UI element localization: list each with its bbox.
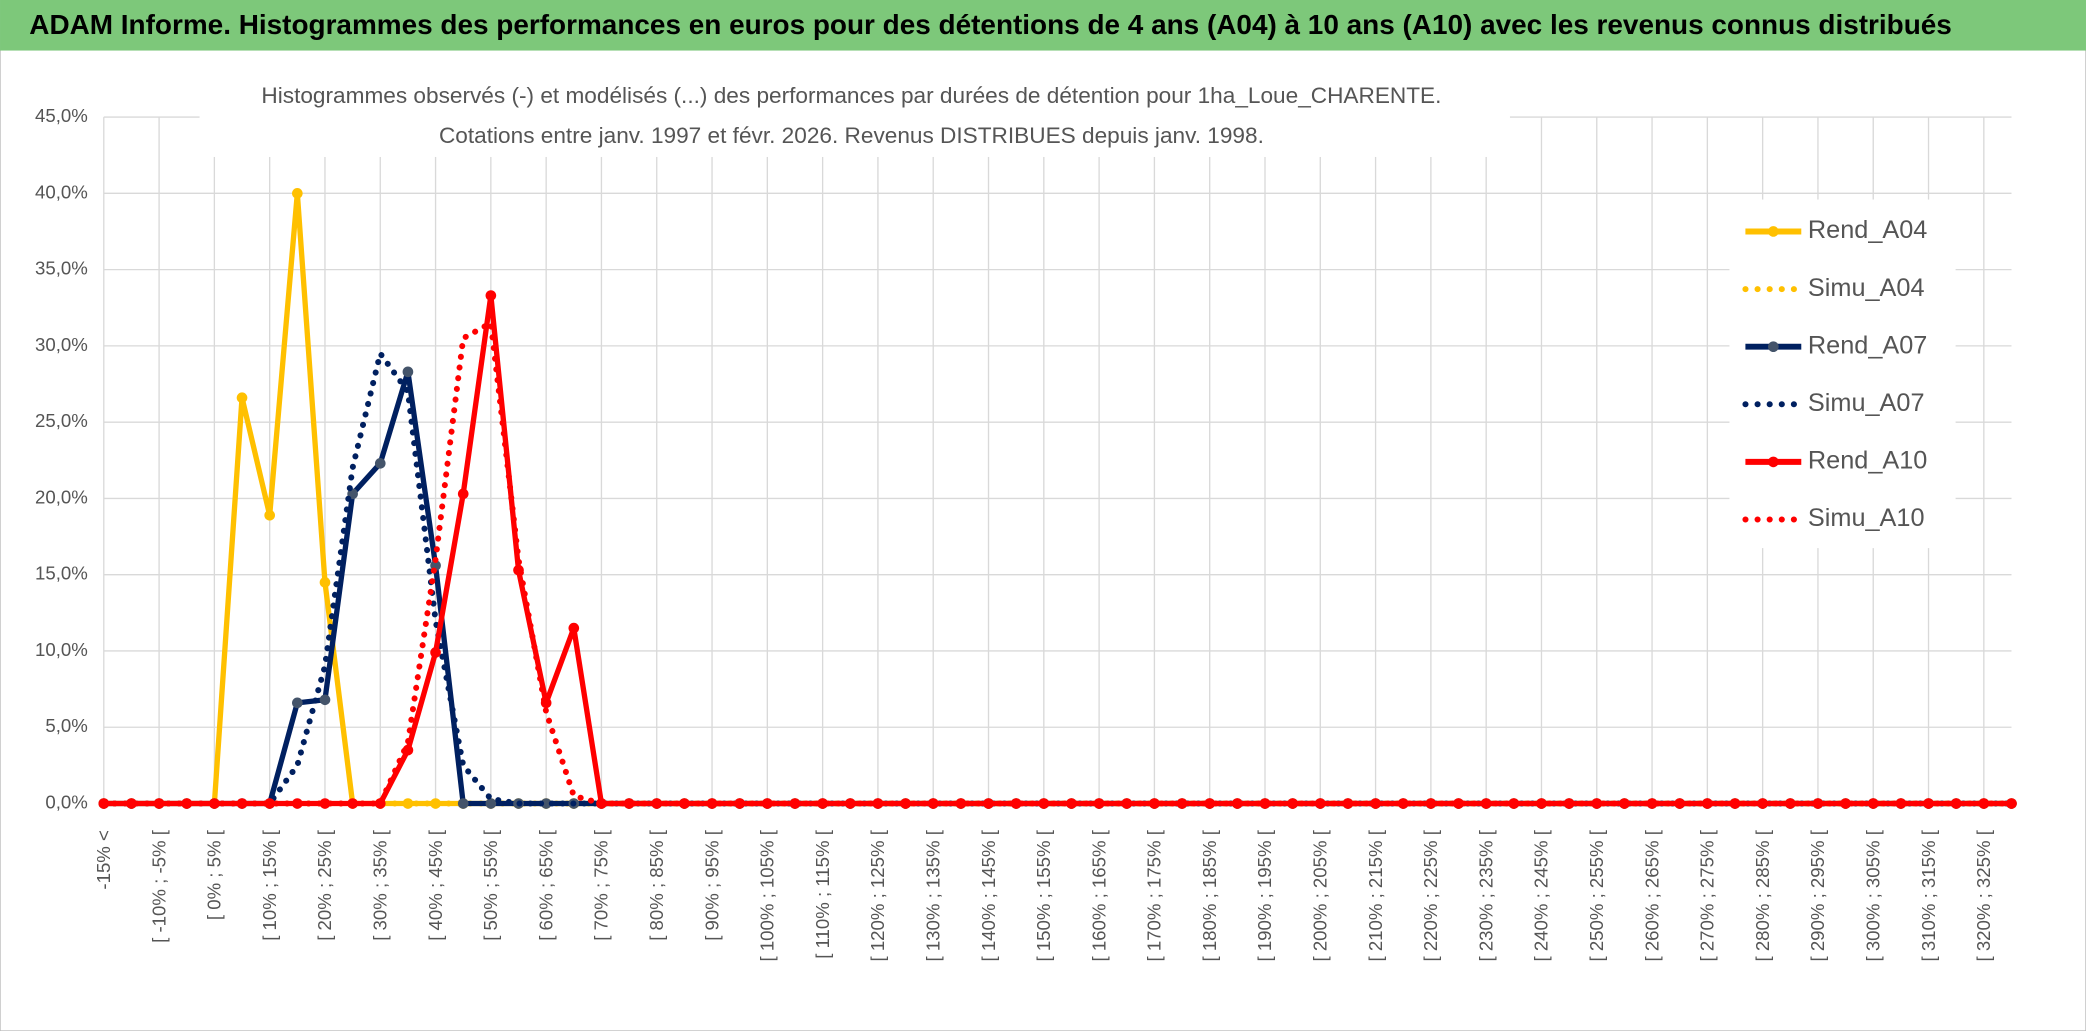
legend-label: Simu_A04	[1808, 274, 1925, 302]
x-tick-label: [ 110% ; 115% [	[812, 829, 833, 958]
x-tick-label: [ 160% ; 165% [	[1088, 829, 1109, 961]
point-marker	[264, 509, 275, 521]
x-tick-label: [ 220% ; 225% [	[1420, 829, 1441, 961]
point-marker	[1010, 798, 1022, 809]
point-marker	[319, 577, 331, 588]
x-tick-label: [ 310% ; 315% [	[1918, 829, 1939, 961]
x-tick-label: [ 150% ; 155% [	[1033, 829, 1054, 961]
point-marker	[817, 798, 828, 809]
y-tick-label: 15,0%	[35, 563, 88, 584]
point-marker	[319, 694, 331, 706]
point-marker	[540, 798, 552, 809]
y-tick-label: 10,0%	[35, 639, 88, 660]
x-tick-label: [ 210% ; 215% [	[1365, 829, 1386, 961]
y-tick-label: 45,0%	[35, 105, 88, 126]
point-marker	[457, 488, 469, 500]
y-tick-label: 30,0%	[35, 334, 88, 355]
point-marker	[485, 290, 497, 301]
point-marker	[430, 647, 441, 658]
x-tick-label: [ 60% ; 65% [	[535, 829, 556, 941]
x-tick-label: [ 190% ; 195% [	[1254, 829, 1275, 961]
point-marker	[1204, 798, 1216, 809]
header-bar	[0, 0, 2086, 51]
point-marker	[1646, 798, 1658, 809]
x-tick-label: [ 130% ; 135% [	[922, 829, 943, 961]
point-marker	[319, 798, 331, 809]
legend-label: Rend_A04	[1808, 216, 1927, 244]
x-tick-label: [ 250% ; 255% [	[1586, 829, 1607, 961]
y-tick-label: 25,0%	[35, 410, 88, 431]
x-tick-label: [ 270% ; 275% [	[1697, 829, 1718, 961]
point-marker	[457, 798, 469, 809]
chart-title: ADAM Informe. Histogrammes des performan…	[29, 9, 1952, 40]
point-marker	[1453, 798, 1464, 809]
chart-subtitle: Histogrammes observés (-) et modélisés (…	[261, 83, 1441, 108]
legend-label: Rend_A10	[1808, 447, 1927, 475]
y-tick-label: 5,0%	[45, 715, 87, 736]
x-tick-label: [ 30% ; 35% [	[370, 829, 391, 941]
point-marker	[1895, 798, 1907, 809]
x-tick-label: [ 170% ; 175% [	[1144, 829, 1165, 961]
legend-marker	[1768, 456, 1779, 468]
y-tick-label: 20,0%	[35, 486, 88, 507]
x-tick-label: [ 240% ; 245% [	[1531, 829, 1552, 961]
y-tick-label: 35,0%	[35, 258, 88, 279]
x-tick-label: [ 230% ; 235% [	[1475, 829, 1496, 961]
x-tick-label: [ 70% ; 75% [	[591, 829, 612, 941]
point-marker	[1259, 798, 1271, 809]
legend-bg	[1729, 199, 1956, 549]
x-tick-label: [ 300% ; 305% [	[1862, 829, 1883, 961]
point-marker	[292, 697, 303, 709]
point-marker	[1840, 798, 1851, 809]
x-tick-label: [ 120% ; 125% [	[867, 829, 888, 961]
point-marker	[126, 798, 137, 809]
point-marker	[1397, 798, 1409, 809]
point-marker	[568, 622, 580, 634]
legend-label: Simu_A10	[1808, 504, 1925, 532]
chart-subtitle: Cotations entre janv. 1997 et févr. 2026…	[439, 123, 1264, 148]
x-tick-label: [ 10% ; 15% [	[259, 829, 280, 941]
x-tick-label: [ 90% ; 95% [	[701, 829, 722, 941]
point-marker	[374, 458, 386, 469]
legend-marker	[1768, 226, 1779, 237]
x-tick-label: [ 320% ; 325% [	[1973, 829, 1994, 961]
legend-label: Rend_A07	[1808, 331, 1927, 359]
legend-label: Simu_A07	[1808, 389, 1925, 417]
x-tick-label: -15% <	[93, 830, 114, 889]
x-tick-label: [ 20% ; 25% [	[314, 829, 335, 941]
x-tick-label: [ -10% ; -5% [	[148, 829, 169, 943]
x-tick-label: [ 40% ; 45% [	[425, 829, 446, 941]
x-tick-label: [ 50% ; 55% [	[480, 829, 501, 941]
point-marker	[236, 392, 248, 404]
point-marker	[762, 798, 773, 809]
x-tick-label: [ 180% ; 185% [	[1199, 829, 1220, 961]
point-marker	[485, 798, 497, 809]
legend-marker	[1768, 341, 1779, 353]
x-tick-label: [ 200% ; 205% [	[1310, 829, 1331, 961]
point-marker	[623, 798, 635, 809]
subtitle-bg	[199, 77, 1510, 157]
y-tick-label: 0,0%	[45, 791, 87, 812]
point-marker	[292, 188, 303, 199]
point-marker	[264, 798, 275, 809]
x-tick-label: [ 260% ; 265% [	[1641, 829, 1662, 961]
x-tick-label: [ 140% ; 145% [	[978, 829, 999, 961]
x-tick-label: [ 100% ; 105% [	[757, 829, 778, 961]
x-tick-label: [ 290% ; 295% [	[1807, 829, 1828, 961]
x-tick-label: [ 0% ; 5% [	[204, 829, 225, 920]
x-tick-label: [ 80% ; 85% [	[646, 829, 667, 941]
series-line	[103, 292, 2012, 807]
x-tick-label: [ 280% ; 285% [	[1752, 829, 1773, 961]
point-marker	[402, 366, 414, 378]
y-tick-label: 40,0%	[35, 181, 88, 202]
point-marker	[2006, 798, 2017, 809]
